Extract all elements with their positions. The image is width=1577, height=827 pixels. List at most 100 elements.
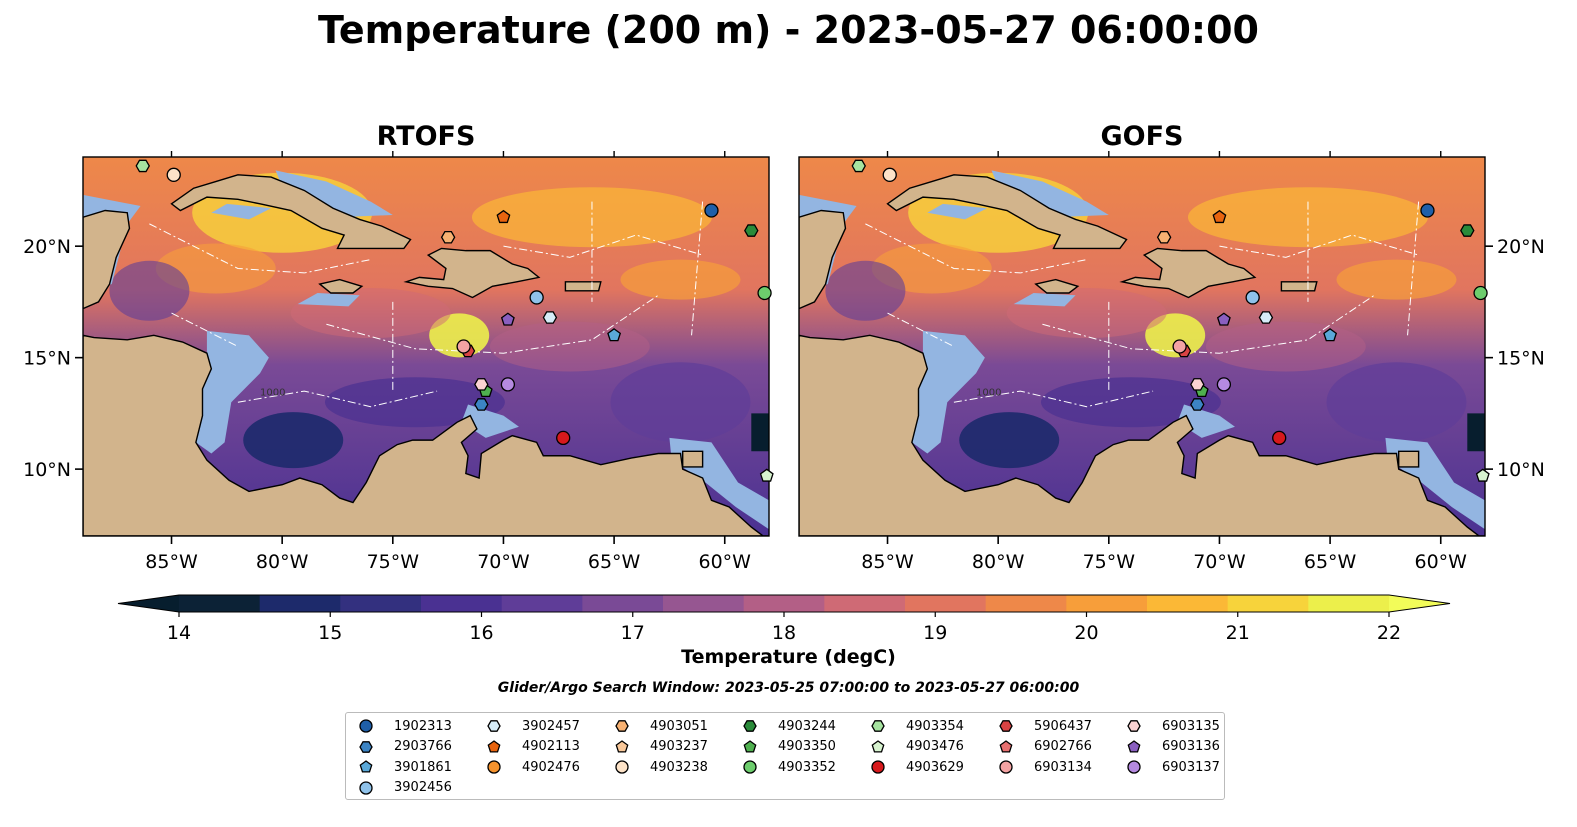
circle-icon <box>359 719 373 733</box>
legend-label: 4903476 <box>906 739 964 754</box>
legend-label: 6903137 <box>1162 759 1220 775</box>
float-marker-4903051 <box>440 230 456 244</box>
float-legend: 1902313 2903766 3901861 3902456 3902457 49021… <box>345 712 1225 800</box>
land <box>83 334 769 536</box>
shelf-area <box>275 170 393 218</box>
float-marker-4903354 <box>135 159 150 173</box>
colorbar-tick-label: 19 <box>923 622 947 644</box>
eez-boundary <box>1042 294 1375 354</box>
float-marker-3901861 <box>607 328 622 342</box>
colorbar-band <box>501 595 583 612</box>
colorbar: 14 15 16 17 18 19 20 21 22 <box>117 594 1451 644</box>
eez-boundary <box>171 312 239 347</box>
pentagon-icon <box>615 739 629 753</box>
float-marker-6903137 <box>1216 377 1232 392</box>
float-marker-2903766 <box>1190 398 1205 411</box>
colorbar-tick-label: 15 <box>318 622 342 644</box>
land <box>83 209 131 310</box>
pentagon-icon <box>359 760 373 773</box>
float-marker-4903352 <box>1473 285 1488 301</box>
shelf-area <box>911 330 985 454</box>
legend-label: 6903136 <box>1162 739 1220 754</box>
legend-item-4903238: 4903238 <box>614 757 708 777</box>
colorbar-band <box>985 595 1067 612</box>
float-marker-3902457 <box>542 311 558 324</box>
hexagon-icon <box>743 720 757 732</box>
float-marker-3902456 <box>1245 290 1260 305</box>
legend-item-6903137: 6903137 <box>1126 757 1220 777</box>
lon-tick-label: 70°W <box>1193 551 1246 573</box>
lon-tick-label: 85°W <box>145 551 198 573</box>
map-panel-gofs: 1000 85°W 80°W 75°W 70°W 65°W 60°W 20°N 15°N 10°N <box>798 151 1545 573</box>
hexagon-icon <box>999 720 1013 732</box>
colorbar-band <box>259 595 341 612</box>
colorbar-tick-label: 22 <box>1377 622 1401 644</box>
land <box>681 450 704 468</box>
legend-label: 4903352 <box>778 759 836 775</box>
float-marker-4902113 <box>1212 209 1227 224</box>
legend-item-4903352: 4903352 <box>742 757 836 777</box>
hexagon-icon <box>487 720 501 732</box>
hexagon-icon <box>615 720 629 732</box>
eez-boundary <box>326 294 659 354</box>
legend-label: 6903134 <box>1034 759 1092 775</box>
legend-item-4903629: 4903629 <box>870 757 964 777</box>
shelf-area <box>927 203 988 220</box>
float-marker-6903135 <box>1190 378 1205 391</box>
pentagon-icon <box>871 739 885 753</box>
map-panel-rtofs: 1000 85°W 80°W 75°W 70°W 65°W 60°W 20°N 15°N 10°N <box>23 151 774 573</box>
legend-item-1902313: 1902313 <box>358 716 452 736</box>
float-marker-4903352 <box>757 285 772 301</box>
legend-item-4903051: 4903051 <box>614 716 708 736</box>
land <box>799 209 847 310</box>
float-marker-4902113 <box>496 209 511 224</box>
float-marker-6903134 <box>1172 339 1187 354</box>
legend-label: 4902476 <box>522 759 580 775</box>
float-marker-6903135 <box>474 378 489 391</box>
shelf-area <box>297 292 360 307</box>
land <box>1034 278 1080 294</box>
lon-tick-label: 80°W <box>972 551 1025 573</box>
hexagon-icon <box>871 720 885 732</box>
land <box>1119 247 1257 299</box>
float-marker-3902457 <box>1258 311 1274 324</box>
legend-label: 4903244 <box>778 718 836 734</box>
colorbar-band <box>582 595 664 612</box>
panel-title-rtofs: RTOFS <box>376 121 476 152</box>
legend-label: 6902766 <box>1034 739 1092 754</box>
legend-item-6903135: 6903135 <box>1126 716 1220 736</box>
map-frame <box>82 156 770 537</box>
float-marker-4903629 <box>556 430 571 446</box>
legend-item-4902476: 4902476 <box>486 757 580 777</box>
land <box>403 247 541 299</box>
legend-item-6902766: 6902766 <box>998 737 1092 757</box>
pentagon-icon <box>743 739 757 753</box>
lon-tick-label: 75°W <box>1083 551 1136 573</box>
pentagon-icon <box>999 739 1013 753</box>
legend-label: 4903629 <box>906 759 964 775</box>
legend-item-4903350: 4903350 <box>742 737 836 757</box>
legend-label: 4902113 <box>522 739 580 754</box>
circle-icon <box>615 760 629 774</box>
land <box>799 334 1485 536</box>
lat-tick-label: 20°N <box>1497 236 1545 258</box>
float-marker-2903766 <box>474 398 489 411</box>
colorbar-band <box>179 595 261 612</box>
lat-tick-label: 10°N <box>1497 459 1545 481</box>
land <box>1280 281 1318 292</box>
lon-tick-label: 75°W <box>367 551 420 573</box>
colorbar-tick-label: 21 <box>1226 622 1250 644</box>
colorbar-band <box>1147 595 1229 612</box>
pentagon-icon <box>487 739 501 753</box>
contour-label: 1000 <box>260 388 285 399</box>
float-marker-1902313 <box>704 203 719 218</box>
legend-label: 3902456 <box>394 780 452 795</box>
float-marker-6903136 <box>500 312 515 326</box>
circle-icon <box>359 780 373 795</box>
circle-icon <box>743 760 757 774</box>
colorbar-tick-label: 17 <box>621 622 645 644</box>
legend-label: 3902457 <box>522 718 580 734</box>
legend-label: 4903238 <box>650 759 708 775</box>
shelf-area <box>211 203 272 220</box>
colorbar-tick-label: 18 <box>772 622 796 644</box>
